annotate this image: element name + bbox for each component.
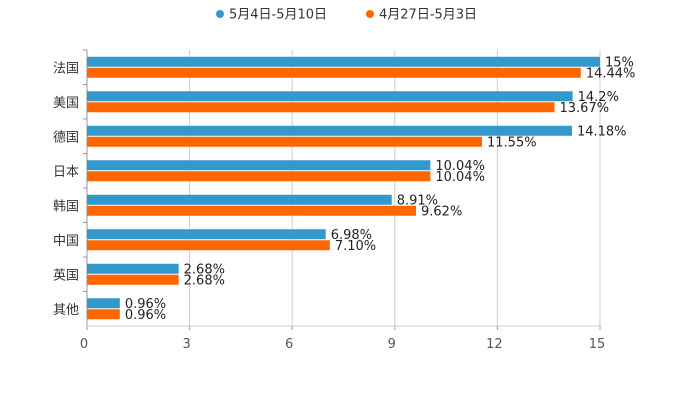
bar-series-2 <box>87 136 483 147</box>
bar-series-1 <box>87 194 392 205</box>
legend-label-series-2: 4月27日-5月3日 <box>379 8 477 23</box>
data-label: 8.91% <box>397 193 438 208</box>
x-tick-label: 6 <box>285 337 293 352</box>
category-label: 中国 <box>53 234 79 249</box>
bar-series-2 <box>87 240 330 251</box>
category-label: 韩国 <box>53 199 79 214</box>
legend-marker-series-2 <box>366 10 374 18</box>
category-label: 英国 <box>53 268 79 283</box>
bar-series-1 <box>87 125 572 136</box>
x-tick-label: 0 <box>80 337 88 352</box>
data-label: 14.2% <box>578 90 619 105</box>
legend-label-series-1: 5月4日-5月10日 <box>229 8 327 23</box>
category-label: 日本 <box>53 165 79 180</box>
data-label: 10.04% <box>435 159 485 174</box>
data-label: 6.98% <box>331 228 372 243</box>
x-tick-label: 12 <box>486 337 503 352</box>
data-label: 0.96% <box>125 297 166 312</box>
bar-series-1 <box>87 263 179 274</box>
bar-series-1 <box>87 298 120 309</box>
bar-series-2 <box>87 274 179 285</box>
bar-series-1 <box>87 56 600 67</box>
data-label: 7.10% <box>335 239 376 254</box>
x-tick-label: 3 <box>182 337 190 352</box>
bar-series-1 <box>87 91 573 102</box>
data-label: 14.44% <box>586 66 636 81</box>
bar-series-2 <box>87 102 555 113</box>
category-label: 其他 <box>53 303 79 318</box>
bar-series-2 <box>87 171 431 182</box>
bar-series-2 <box>87 67 581 78</box>
data-label: 2.68% <box>184 262 225 277</box>
bar-series-2 <box>87 309 120 320</box>
legend-marker-series-1 <box>216 10 224 18</box>
data-label: 14.18% <box>577 124 627 139</box>
category-label: 德国 <box>53 130 79 145</box>
data-label: 11.55% <box>487 135 537 150</box>
data-label: 13.67% <box>560 101 610 116</box>
x-tick-label: 15 <box>589 337 606 352</box>
data-label: 2.68% <box>184 273 225 288</box>
data-label: 15% <box>605 55 634 70</box>
category-label: 美国 <box>53 96 79 111</box>
bar-series-1 <box>87 160 431 171</box>
data-label: 9.62% <box>421 204 462 219</box>
x-tick-label: 9 <box>388 337 396 352</box>
bar-series-2 <box>87 205 417 216</box>
data-label: 10.04% <box>435 170 485 185</box>
category-label: 法国 <box>53 61 79 76</box>
data-label: 0.96% <box>125 308 166 323</box>
bar-series-1 <box>87 229 326 240</box>
